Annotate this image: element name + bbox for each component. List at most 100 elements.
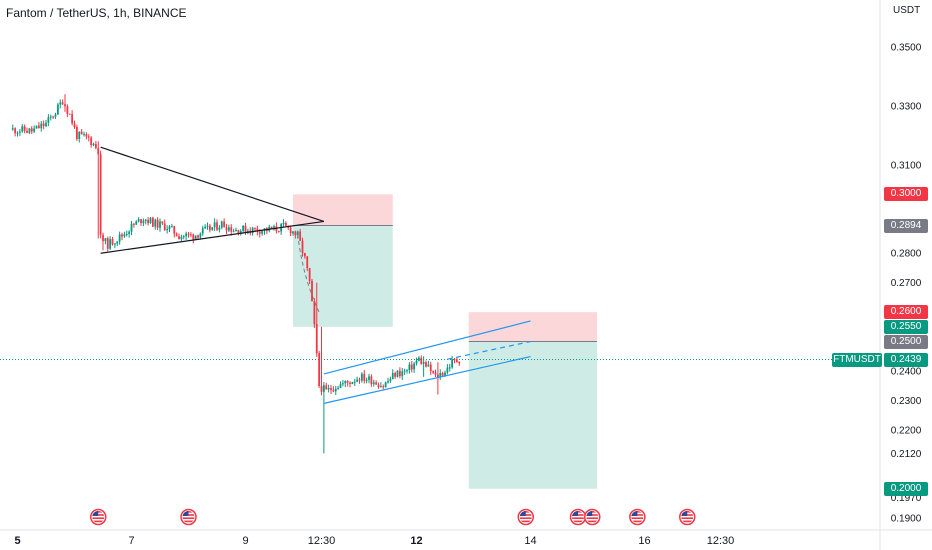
candle-body bbox=[273, 226, 275, 230]
candle-body bbox=[208, 225, 211, 230]
candle-body bbox=[147, 219, 150, 224]
candle-body bbox=[194, 235, 197, 240]
candle-body bbox=[332, 389, 335, 392]
candle-body bbox=[296, 231, 299, 236]
candle-body bbox=[18, 131, 21, 133]
candle-body bbox=[78, 131, 81, 139]
us-flag-event-icon[interactable] bbox=[584, 508, 601, 526]
candle-body bbox=[90, 137, 93, 146]
candle-body bbox=[429, 364, 432, 372]
candle-body bbox=[294, 231, 297, 236]
candle-body bbox=[35, 125, 38, 129]
candle-body bbox=[182, 236, 185, 238]
candle-body bbox=[64, 104, 66, 107]
candle-body bbox=[365, 379, 368, 381]
us-flag-event-icon[interactable] bbox=[569, 508, 587, 526]
us-flag-event-icon[interactable] bbox=[679, 508, 696, 526]
candle-body bbox=[337, 387, 340, 389]
candle-body bbox=[144, 219, 147, 221]
candle-body bbox=[132, 223, 135, 225]
candle-body bbox=[358, 379, 361, 381]
candle-body bbox=[341, 383, 344, 385]
candle-body bbox=[206, 225, 209, 227]
candle-body bbox=[163, 223, 166, 231]
candle-body bbox=[334, 388, 337, 392]
candle-body bbox=[68, 113, 71, 115]
candle-body bbox=[59, 102, 62, 105]
candle-body bbox=[111, 239, 114, 245]
candle-body bbox=[21, 126, 24, 132]
candle-body bbox=[394, 372, 397, 377]
candle-body bbox=[166, 228, 169, 231]
y-tick-label: 0.2700 bbox=[891, 278, 922, 289]
candle-body bbox=[216, 222, 218, 230]
candle-body bbox=[211, 227, 214, 230]
candle-body bbox=[137, 219, 140, 222]
candle-body bbox=[313, 301, 316, 325]
candle-body bbox=[75, 126, 78, 139]
candle-body bbox=[439, 372, 442, 378]
y-tick-label: 0.2400 bbox=[891, 367, 922, 378]
candle-body bbox=[23, 126, 26, 131]
candle-body bbox=[45, 122, 47, 127]
candle-body bbox=[349, 382, 351, 385]
us-flag-event-icon[interactable] bbox=[629, 508, 646, 526]
candle-body bbox=[230, 227, 233, 232]
candle-body bbox=[14, 128, 17, 134]
price-tag: 0.2550 bbox=[884, 319, 928, 334]
candle-body bbox=[30, 128, 33, 132]
candle-body bbox=[220, 221, 223, 228]
us-flag-event-icon[interactable] bbox=[90, 508, 107, 526]
x-tick-label: 12:30 bbox=[707, 535, 735, 547]
candle-body bbox=[97, 148, 100, 155]
candle-body bbox=[16, 132, 19, 134]
candle-body bbox=[451, 359, 454, 368]
candle-body bbox=[270, 226, 273, 230]
candle-body bbox=[173, 226, 176, 234]
price-tag: 0.2439 bbox=[884, 352, 928, 367]
candle-body bbox=[189, 234, 192, 236]
x-tick-label: 5 bbox=[14, 535, 20, 547]
price-tag: 0.2600 bbox=[884, 305, 928, 320]
candle-body bbox=[156, 219, 159, 228]
candle-body bbox=[244, 225, 247, 233]
candle-body bbox=[398, 370, 401, 377]
ticker-tag[interactable]: FTMUSDT bbox=[832, 352, 882, 367]
candle-body bbox=[370, 376, 373, 385]
candle-body bbox=[351, 382, 354, 385]
x-tick-label: 14 bbox=[524, 535, 536, 547]
candle-body bbox=[413, 363, 416, 370]
y-tick-label: 0.3300 bbox=[891, 102, 922, 113]
candle-body bbox=[448, 367, 451, 369]
y-tick-label: 0.2200 bbox=[891, 425, 922, 436]
channel-upper-line bbox=[323, 320, 531, 375]
candle-body bbox=[303, 253, 306, 257]
candle-body bbox=[121, 234, 123, 237]
candle-body bbox=[353, 381, 356, 383]
candle-body bbox=[256, 228, 259, 232]
y-tick-label: 0.3100 bbox=[891, 160, 922, 171]
candle-body bbox=[363, 373, 366, 381]
candle-body bbox=[277, 231, 280, 233]
candle-body bbox=[154, 219, 157, 227]
candle-body bbox=[417, 357, 420, 361]
y-tick-label: 0.2800 bbox=[891, 249, 922, 260]
projected-drop-line bbox=[297, 234, 320, 313]
candle-body bbox=[83, 134, 85, 136]
candle-body bbox=[356, 379, 359, 382]
candle-body bbox=[422, 362, 425, 364]
position-target-zone bbox=[468, 341, 598, 489]
candle-body bbox=[104, 238, 107, 242]
candle-body bbox=[251, 227, 254, 234]
candle-body bbox=[389, 379, 392, 381]
us-flag-event-icon[interactable] bbox=[180, 508, 197, 526]
candle-body bbox=[311, 280, 313, 302]
candle-body bbox=[301, 240, 304, 254]
candle-body bbox=[218, 227, 221, 230]
us-flag-event-icon[interactable] bbox=[517, 508, 535, 526]
candle-body bbox=[403, 370, 406, 372]
candle-body bbox=[161, 221, 164, 224]
candle-body bbox=[123, 234, 126, 237]
candle-body bbox=[128, 231, 131, 235]
